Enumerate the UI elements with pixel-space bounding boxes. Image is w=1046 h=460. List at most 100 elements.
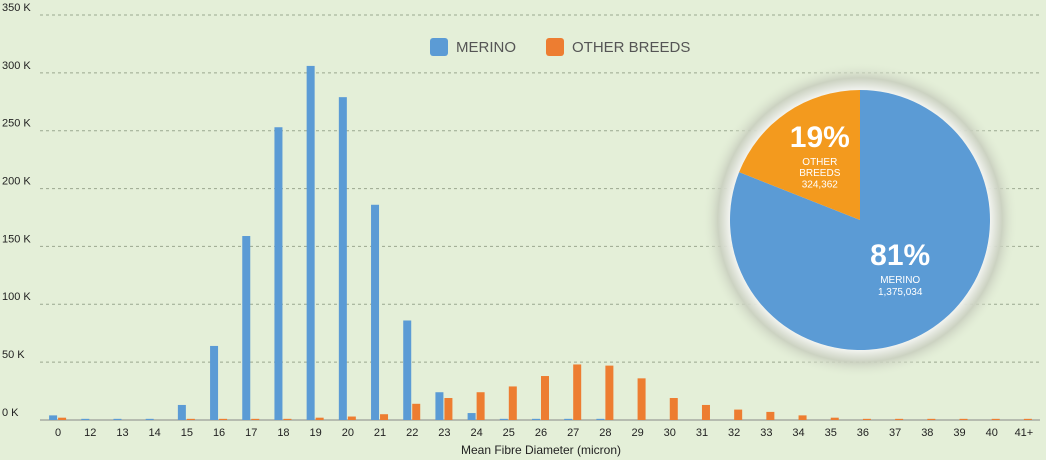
bar bbox=[338, 97, 347, 421]
bar bbox=[798, 415, 807, 420]
bar bbox=[637, 378, 646, 420]
x-tick-label: 37 bbox=[889, 427, 901, 439]
bar bbox=[959, 418, 968, 420]
x-tick-label: 31 bbox=[696, 427, 708, 439]
y-tick-label: 50 K bbox=[2, 349, 25, 361]
y-tick-label: 200 K bbox=[2, 175, 31, 187]
x-tick-label: 25 bbox=[503, 427, 515, 439]
pie-slice bbox=[739, 90, 860, 220]
x-tick-label: 12 bbox=[84, 427, 96, 439]
x-tick-label: 21 bbox=[374, 427, 386, 439]
y-tick-label: 0 K bbox=[2, 407, 19, 419]
bar bbox=[210, 345, 219, 420]
y-tick-label: 300 K bbox=[2, 60, 31, 72]
bar bbox=[991, 418, 1000, 420]
bar bbox=[186, 418, 195, 420]
y-tick-label: 250 K bbox=[2, 118, 31, 130]
y-tick-label: 100 K bbox=[2, 291, 31, 303]
x-tick-label: 32 bbox=[728, 427, 740, 439]
bar bbox=[541, 376, 549, 420]
x-tick-label: 39 bbox=[953, 427, 965, 439]
bar bbox=[596, 418, 605, 420]
x-tick-label: 22 bbox=[406, 427, 418, 439]
x-tick-label: 16 bbox=[213, 427, 225, 439]
x-tick-label: 24 bbox=[470, 427, 482, 439]
pie-category: MERINO bbox=[880, 275, 921, 287]
x-tick-label: 23 bbox=[438, 427, 450, 439]
legend-label: MERINO bbox=[456, 39, 516, 56]
x-tick-label: 36 bbox=[857, 427, 869, 439]
pie-percent: 19% bbox=[790, 121, 850, 154]
bar bbox=[564, 418, 573, 420]
bar bbox=[444, 398, 453, 420]
bar bbox=[251, 418, 260, 420]
bar bbox=[734, 409, 743, 420]
y-tick-label: 350 K bbox=[2, 2, 31, 14]
bar bbox=[145, 418, 154, 420]
x-tick-label: 0 bbox=[55, 427, 61, 439]
bar bbox=[306, 65, 315, 421]
bar bbox=[177, 404, 186, 420]
bar bbox=[219, 418, 228, 420]
bar bbox=[58, 417, 67, 420]
bar bbox=[412, 403, 421, 420]
x-tick-label: 41+ bbox=[1015, 427, 1034, 439]
x-tick-label: 28 bbox=[599, 427, 611, 439]
x-tick-label: 14 bbox=[149, 427, 161, 439]
pie-name-box: OTHER BREEDS bbox=[799, 156, 841, 179]
x-tick-label: 20 bbox=[342, 427, 354, 439]
pie-percent: 81% bbox=[870, 239, 930, 272]
x-tick-label: 38 bbox=[921, 427, 933, 439]
bar bbox=[508, 386, 517, 420]
bar bbox=[605, 365, 614, 420]
x-tick-label: 33 bbox=[760, 427, 772, 439]
x-tick-label: 30 bbox=[664, 427, 676, 439]
x-tick-label: 13 bbox=[116, 427, 128, 439]
x-tick-label: 26 bbox=[535, 427, 547, 439]
x-tick-label: 29 bbox=[631, 427, 643, 439]
pie-name-box: MERINO bbox=[880, 275, 921, 287]
legend-swatch bbox=[430, 38, 448, 56]
bar bbox=[766, 411, 775, 420]
bar bbox=[315, 417, 324, 420]
bar bbox=[701, 404, 710, 420]
bar bbox=[1023, 418, 1032, 420]
bar bbox=[347, 416, 356, 420]
bar bbox=[242, 236, 251, 420]
bar bbox=[371, 204, 380, 420]
legend-swatch bbox=[546, 38, 564, 56]
bar bbox=[81, 418, 90, 420]
bar bbox=[403, 320, 412, 420]
bar bbox=[499, 418, 508, 420]
bar bbox=[113, 418, 122, 420]
x-tick-label: 40 bbox=[986, 427, 998, 439]
bar bbox=[830, 417, 839, 420]
x-axis-title: Mean Fibre Diameter (micron) bbox=[461, 443, 621, 457]
pie-count: 324,362 bbox=[802, 180, 839, 191]
bar bbox=[573, 364, 582, 420]
bar bbox=[467, 413, 476, 420]
legend-label: OTHER BREEDS bbox=[572, 39, 690, 56]
pie-count: 1,375,034 bbox=[878, 287, 923, 298]
y-tick-label: 150 K bbox=[2, 233, 31, 245]
x-tick-label: 18 bbox=[277, 427, 289, 439]
bar bbox=[49, 415, 58, 420]
bar bbox=[895, 418, 904, 420]
x-tick-label: 34 bbox=[792, 427, 804, 439]
bar bbox=[435, 392, 444, 420]
x-tick-label: 17 bbox=[245, 427, 257, 439]
bar bbox=[669, 398, 678, 420]
x-tick-label: 19 bbox=[310, 427, 322, 439]
x-tick-label: 27 bbox=[567, 427, 579, 439]
bar bbox=[862, 418, 871, 420]
bar bbox=[532, 418, 540, 420]
x-tick-label: 15 bbox=[181, 427, 193, 439]
pie-category: OTHER BREEDS bbox=[799, 156, 841, 179]
bar bbox=[283, 418, 292, 420]
bar bbox=[476, 392, 485, 420]
bar bbox=[274, 127, 283, 420]
bar bbox=[927, 418, 936, 420]
bar bbox=[380, 414, 389, 420]
x-tick-label: 35 bbox=[825, 427, 837, 439]
